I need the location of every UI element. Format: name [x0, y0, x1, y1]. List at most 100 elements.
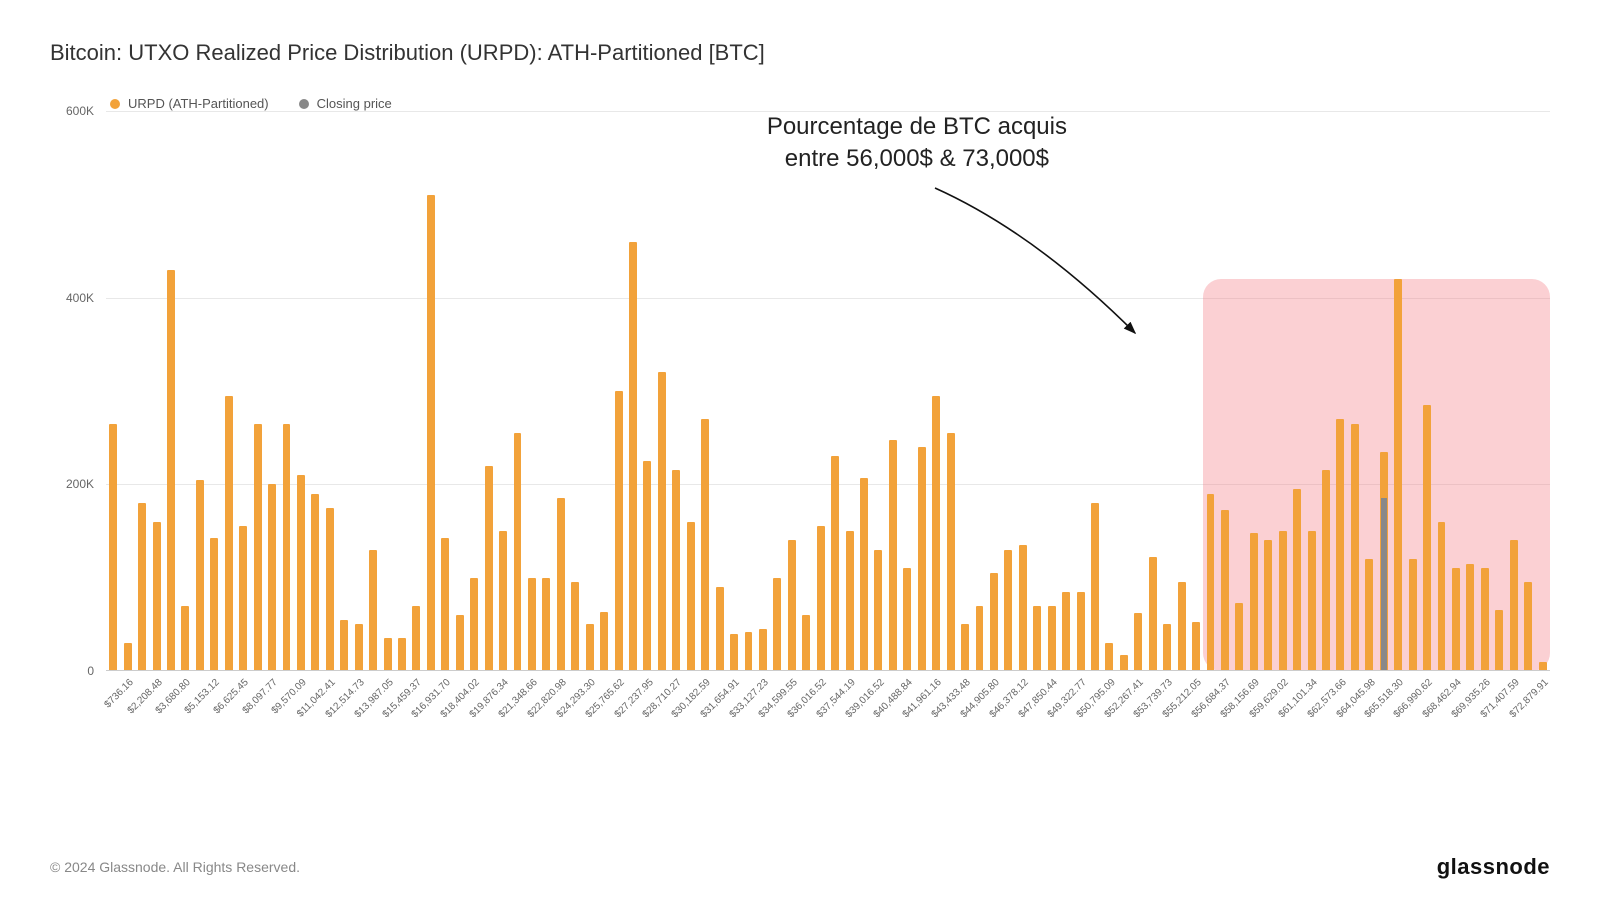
bar-slot [1420, 111, 1434, 671]
bar-slot [481, 111, 495, 671]
x-axis: $736.16$2,208.48$3,680.80$5,153.12$6,625… [106, 671, 1550, 771]
bar [1120, 655, 1128, 671]
bar-slot [712, 111, 726, 671]
bar-slot [857, 111, 871, 671]
bar-slot [236, 111, 250, 671]
bar-slot [929, 111, 943, 671]
bar [687, 522, 695, 671]
bar [124, 643, 132, 671]
bar [1438, 522, 1446, 671]
bar-slot [1362, 111, 1376, 671]
bar [326, 508, 334, 671]
chart-area: 0200K400K600K $736.16$2,208.48$3,680.80$… [106, 111, 1550, 671]
bar-slot [958, 111, 972, 671]
bar [1235, 603, 1243, 671]
bar-slot [943, 111, 957, 671]
bar-slot [453, 111, 467, 671]
bar [1481, 568, 1489, 671]
bar-slot [1088, 111, 1102, 671]
bar-slot [1160, 111, 1174, 671]
bar [600, 612, 608, 671]
bar [528, 578, 536, 671]
bar-slot [525, 111, 539, 671]
bar-slot [1131, 111, 1145, 671]
bar-slot [727, 111, 741, 671]
legend-dot-closing [299, 99, 309, 109]
bar-slot [972, 111, 986, 671]
bar [138, 503, 146, 671]
bar [1264, 540, 1272, 671]
bar [889, 440, 897, 671]
bar-slot [1203, 111, 1217, 671]
chart-title: Bitcoin: UTXO Realized Price Distributio… [50, 40, 1550, 66]
bar [571, 582, 579, 671]
bar-slot [539, 111, 553, 671]
bar [1207, 494, 1215, 671]
bar [398, 638, 406, 671]
bar-slot [770, 111, 784, 671]
bar [1134, 613, 1142, 671]
bar-slot [250, 111, 264, 671]
bar [412, 606, 420, 671]
bar [297, 475, 305, 671]
bar-slot [568, 111, 582, 671]
bar-slot [785, 111, 799, 671]
bar [1178, 582, 1186, 671]
bar [643, 461, 651, 671]
bar-slot [684, 111, 698, 671]
bar [615, 391, 623, 671]
bar [1423, 405, 1431, 671]
bar [485, 466, 493, 671]
bar [254, 424, 262, 671]
bar [1279, 531, 1287, 671]
bar-slot [640, 111, 654, 671]
bar [716, 587, 724, 671]
brand-logo: glassnode [1437, 854, 1550, 880]
bar [672, 470, 680, 671]
bar [773, 578, 781, 671]
bar [1019, 545, 1027, 671]
bar [499, 531, 507, 671]
bar [340, 620, 348, 671]
bar [1322, 470, 1330, 671]
bar-slot [1405, 111, 1419, 671]
bar-slot [813, 111, 827, 671]
bar [427, 195, 435, 671]
bar [874, 550, 882, 671]
bar [1192, 622, 1200, 671]
closing-price-bar [1381, 498, 1387, 671]
bar-slot [900, 111, 914, 671]
bar [384, 638, 392, 671]
bar [730, 634, 738, 671]
bar [1048, 606, 1056, 671]
bar [470, 578, 478, 671]
bar [1293, 489, 1301, 671]
bar [1394, 279, 1402, 671]
bar [456, 615, 464, 671]
bar [1250, 533, 1258, 671]
bars-container [106, 111, 1550, 671]
y-tick-label: 400K [66, 291, 94, 305]
bar-slot [265, 111, 279, 671]
bar-slot [149, 111, 163, 671]
bar-slot [828, 111, 842, 671]
bar [932, 396, 940, 671]
bar-slot [756, 111, 770, 671]
bar [181, 606, 189, 671]
bar [225, 396, 233, 671]
bar-slot [409, 111, 423, 671]
bar [860, 478, 868, 671]
bar [629, 242, 637, 671]
y-tick-label: 0 [87, 664, 94, 678]
bar [1033, 606, 1041, 671]
bar-slot [1073, 111, 1087, 671]
legend-item-closing: Closing price [299, 96, 392, 111]
bar-slot [135, 111, 149, 671]
bar-slot [842, 111, 856, 671]
bar-slot [1001, 111, 1015, 671]
bar [514, 433, 522, 671]
y-tick-label: 200K [66, 477, 94, 491]
bar [846, 531, 854, 671]
bar [1004, 550, 1012, 671]
bar-slot [1059, 111, 1073, 671]
